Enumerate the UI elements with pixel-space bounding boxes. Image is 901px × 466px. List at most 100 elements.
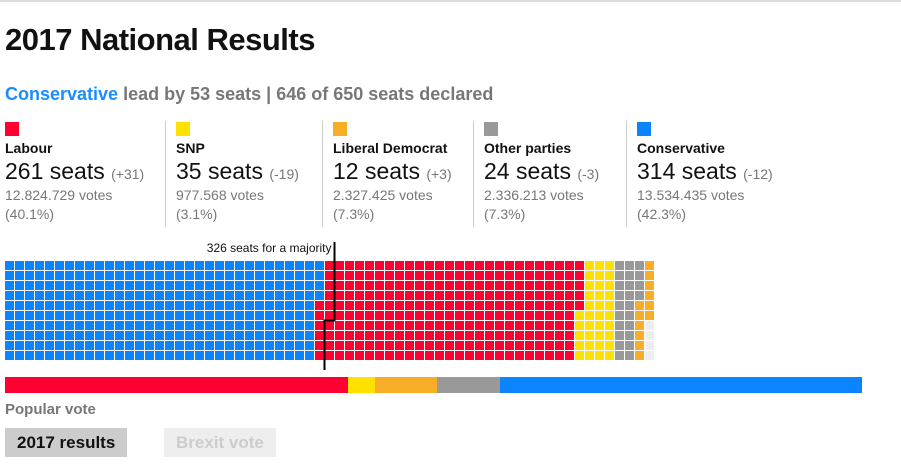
- seat-cell-labour: [335, 311, 344, 320]
- seat-cell-snp: [605, 331, 614, 340]
- seat-cell-conservative: [195, 291, 204, 300]
- seat-cell-other-parties: [615, 331, 624, 340]
- seat-cell-conservative: [55, 301, 64, 310]
- seat-cell-conservative: [155, 281, 164, 290]
- seat-cell-conservative: [245, 271, 254, 280]
- seat-cell-conservative: [25, 321, 34, 330]
- seat-cell-labour: [415, 351, 424, 360]
- seat-cell-conservative: [95, 331, 104, 340]
- party-votes: 12.824.729 votes: [5, 187, 113, 203]
- seat-cell-labour: [365, 331, 374, 340]
- seat-cell-conservative: [265, 321, 274, 330]
- seat-cell-conservative: [215, 271, 224, 280]
- seat-cell-conservative: [145, 281, 154, 290]
- seat-cell-labour: [425, 291, 434, 300]
- seat-cell-labour: [545, 281, 554, 290]
- seat-cell-labour: [355, 311, 364, 320]
- seat-cell-labour: [455, 281, 464, 290]
- seat-cell-conservative: [145, 311, 154, 320]
- seat-cell-labour: [405, 321, 414, 330]
- seat-cell-conservative: [55, 271, 64, 280]
- seat-cell-conservative: [145, 331, 154, 340]
- seat-cell-labour: [565, 331, 574, 340]
- seat-cell-conservative: [85, 311, 94, 320]
- seat-cell-labour: [495, 341, 504, 350]
- seat-cell-conservative: [315, 271, 324, 280]
- seat-cell-conservative: [225, 301, 234, 310]
- seat-cell-labour: [545, 261, 554, 270]
- seat-cell-labour: [465, 311, 474, 320]
- seat-cell-snp: [585, 271, 594, 280]
- 2017-results-button[interactable]: 2017 results: [5, 428, 128, 457]
- seat-cell-labour: [535, 281, 544, 290]
- seat-cell-labour: [545, 321, 554, 330]
- seat-cell-labour: [335, 261, 344, 270]
- seat-cell-conservative: [205, 311, 214, 320]
- brexit-vote-button[interactable]: Brexit vote: [164, 428, 276, 457]
- seat-cell-labour: [455, 291, 464, 300]
- seat-cell-conservative: [215, 351, 224, 360]
- seat-cell-conservative: [255, 331, 264, 340]
- seat-cell-conservative: [155, 331, 164, 340]
- seat-cell-labour: [565, 321, 574, 330]
- popular-vote-label: Popular vote: [5, 401, 96, 418]
- seat-cell-conservative: [265, 291, 274, 300]
- seat-cell-other-parties: [615, 341, 624, 350]
- seat-cell-conservative: [195, 311, 204, 320]
- seat-cell-conservative: [115, 311, 124, 320]
- seat-cell-labour: [485, 331, 494, 340]
- seat-cell-labour: [535, 261, 544, 270]
- seat-cell-conservative: [25, 311, 34, 320]
- seat-cell-conservative: [15, 321, 24, 330]
- seat-cell-conservative: [245, 321, 254, 330]
- seat-cell-conservative: [75, 291, 84, 300]
- seat-cell-labour: [325, 261, 334, 270]
- seat-cell-conservative: [55, 291, 64, 300]
- seat-cell-labour: [345, 291, 354, 300]
- seat-cell-labour: [475, 331, 484, 340]
- seat-cell-snp: [605, 271, 614, 280]
- seat-cell-conservative: [95, 271, 104, 280]
- seat-cell-conservative: [65, 331, 74, 340]
- seat-cell-conservative: [225, 341, 234, 350]
- seat-cell-labour: [455, 341, 464, 350]
- seat-cell-conservative: [125, 291, 134, 300]
- seat-cell-other-parties: [625, 271, 634, 280]
- seat-cell-labour: [375, 301, 384, 310]
- seat-cell-labour: [505, 341, 514, 350]
- popular-vote-segment-labour: [5, 377, 349, 393]
- seat-cell-labour: [345, 261, 354, 270]
- seat-cell-labour: [345, 331, 354, 340]
- seat-cell-other-parties: [615, 301, 624, 310]
- seat-cell-conservative: [265, 261, 274, 270]
- seat-cell-labour: [395, 321, 404, 330]
- seat-cell-labour: [495, 321, 504, 330]
- seat-cell-conservative: [75, 281, 84, 290]
- party-vote-pct: (42.3%): [637, 206, 687, 222]
- seat-cell-snp: [585, 341, 594, 350]
- seat-cell-conservative: [205, 291, 214, 300]
- seat-cell-labour: [565, 261, 574, 270]
- party-seats: 314 seats (-12): [637, 158, 773, 185]
- seat-cell-labour: [395, 341, 404, 350]
- seat-cell-conservative: [55, 261, 64, 270]
- seat-cell-conservative: [305, 261, 314, 270]
- seat-cell-conservative: [105, 341, 114, 350]
- seat-cell-labour: [415, 311, 424, 320]
- seat-cell-labour: [345, 301, 354, 310]
- seat-cell-conservative: [235, 271, 244, 280]
- seat-change: (+31): [111, 166, 145, 182]
- seat-cell-conservative: [275, 351, 284, 360]
- seat-cell-conservative: [205, 261, 214, 270]
- seat-cell-conservative: [45, 291, 54, 300]
- seat-cell-conservative: [85, 271, 94, 280]
- seat-cell-liberal-democrat: [635, 311, 644, 320]
- seat-cell-conservative: [15, 311, 24, 320]
- seat-cell-conservative: [15, 271, 24, 280]
- seat-cell-labour: [315, 331, 324, 340]
- seat-cell-labour: [465, 281, 474, 290]
- seat-count: 24 seats: [484, 158, 571, 184]
- seat-cell-conservative: [35, 281, 44, 290]
- seat-cell-labour: [465, 301, 474, 310]
- page-title: 2017 National Results: [5, 22, 315, 57]
